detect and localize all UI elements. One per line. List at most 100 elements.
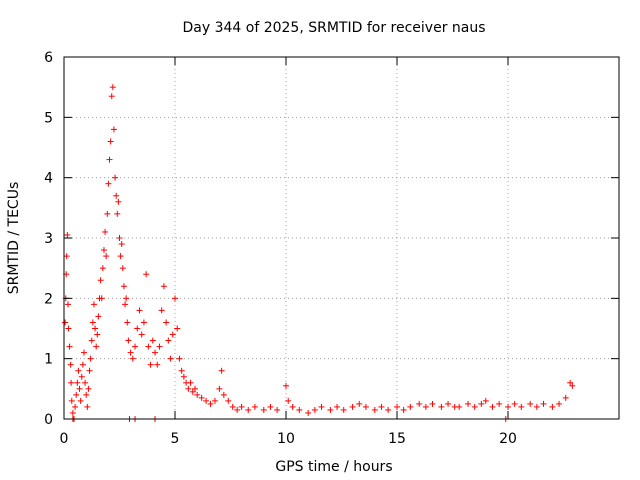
- y-tick-label: 1: [44, 352, 53, 368]
- data-point: [527, 400, 534, 407]
- data-point: [349, 403, 356, 410]
- data-point: [120, 283, 127, 290]
- data-point: [169, 331, 176, 338]
- axis-ticks: 0 5 10 15 20 0 1 2 3 4 5 6: [44, 50, 619, 447]
- data-point: [478, 400, 485, 407]
- data-point: [123, 295, 130, 302]
- data-points: [62, 84, 576, 422]
- data-point: [103, 253, 110, 260]
- data-point: [102, 228, 109, 235]
- data-point: [540, 400, 547, 407]
- data-point: [90, 301, 97, 308]
- data-point: [234, 406, 241, 413]
- data-point: [567, 379, 574, 386]
- data-point: [416, 400, 423, 407]
- data-point: [371, 406, 378, 413]
- data-point: [465, 400, 472, 407]
- data-point: [66, 343, 73, 350]
- data-point: [110, 126, 117, 133]
- data-point: [84, 403, 91, 410]
- data-point: [496, 400, 503, 407]
- data-point: [93, 343, 100, 350]
- data-point: [245, 406, 252, 413]
- data-point: [79, 361, 86, 368]
- data-point: [378, 403, 385, 410]
- data-point: [185, 385, 192, 392]
- data-point: [318, 403, 325, 410]
- data-point: [191, 385, 198, 392]
- data-point: [180, 373, 187, 380]
- data-point: [429, 400, 436, 407]
- data-point: [285, 397, 292, 404]
- data-point: [218, 367, 225, 374]
- data-point: [274, 406, 281, 413]
- data-point: [83, 391, 90, 398]
- data-point: [98, 295, 105, 302]
- data-point: [505, 403, 511, 410]
- grid-lines: [64, 57, 619, 419]
- data-point: [86, 367, 93, 374]
- data-point: [167, 355, 174, 362]
- data-point: [149, 337, 156, 344]
- data-point: [518, 403, 525, 410]
- data-point: [260, 406, 267, 413]
- data-point: [117, 253, 124, 260]
- y-tick-label: 4: [44, 171, 53, 187]
- data-point: [145, 343, 152, 350]
- data-point: [152, 349, 159, 356]
- data-point: [176, 355, 183, 362]
- data-point: [220, 391, 227, 398]
- y-tick-label: 5: [44, 110, 53, 126]
- data-point: [108, 93, 115, 100]
- data-point: [82, 379, 89, 386]
- data-point: [68, 379, 75, 386]
- data-point: [482, 397, 489, 404]
- data-point: [187, 379, 194, 386]
- plot-frame: [63, 56, 620, 420]
- data-point: [88, 337, 95, 344]
- data-point: [85, 385, 92, 392]
- data-point: [216, 385, 223, 392]
- data-point: [445, 400, 452, 407]
- data-point: [207, 400, 214, 407]
- x-tick-label: 5: [171, 431, 180, 447]
- data-point: [114, 210, 121, 217]
- data-point: [147, 361, 154, 368]
- data-point: [92, 325, 99, 332]
- data-point: [203, 397, 210, 404]
- data-point: [198, 394, 205, 401]
- data-point: [160, 283, 167, 290]
- data-point: [95, 313, 102, 320]
- data-point: [105, 180, 112, 187]
- data-point: [99, 265, 106, 272]
- data-point: [456, 403, 463, 410]
- data-point: [156, 343, 163, 350]
- data-point: [163, 319, 170, 326]
- data-point: [178, 367, 185, 374]
- data-point: [138, 331, 145, 338]
- data-point: [116, 235, 123, 241]
- data-point: [78, 373, 85, 380]
- data-point: [89, 319, 96, 326]
- data-point: [225, 397, 232, 404]
- x-tick-label: 0: [60, 431, 69, 447]
- data-point: [129, 355, 136, 362]
- data-point: [311, 406, 318, 413]
- data-point: [356, 400, 363, 407]
- data-point: [136, 307, 143, 314]
- y-tick-label: 0: [44, 412, 53, 428]
- data-point: [189, 388, 196, 395]
- data-point: [296, 406, 303, 413]
- data-point: [63, 253, 70, 260]
- data-point: [76, 385, 83, 392]
- data-point: [251, 403, 258, 410]
- data-point: [140, 319, 147, 326]
- data-point: [67, 361, 74, 368]
- data-point: [172, 295, 178, 302]
- x-tick-label: 15: [388, 431, 406, 447]
- data-point: [394, 403, 400, 410]
- y-axis-title: SRMTID / TECUs: [6, 182, 22, 295]
- data-point: [267, 403, 274, 410]
- y-tick-label: 2: [44, 291, 53, 307]
